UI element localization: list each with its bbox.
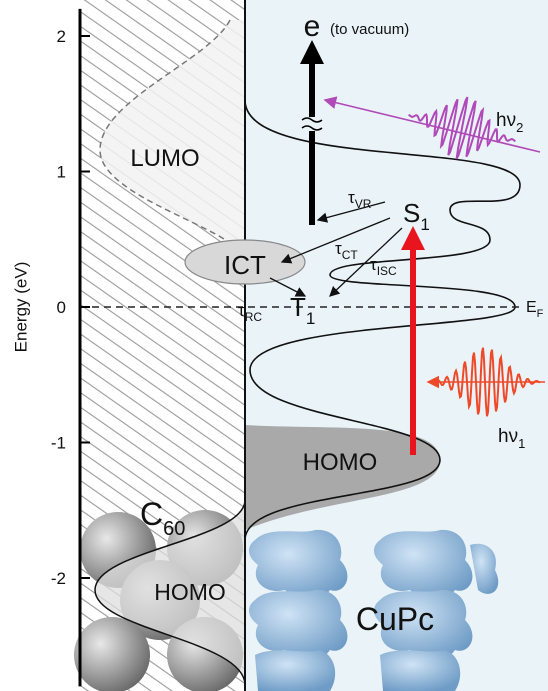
tau-vr-sub: VR	[355, 197, 372, 211]
ict-label: ICT	[224, 250, 266, 280]
tau-isc-sub: ISC	[377, 264, 397, 278]
t1-text: T	[290, 292, 306, 322]
c60-sub: 60	[163, 518, 185, 540]
ef-text: E	[526, 299, 537, 316]
homo-cupc-label: HOMO	[303, 449, 378, 476]
diagram: -2-1012 Energy (eV) e (to vacuum) hν2 LU…	[0, 0, 548, 691]
molecule	[380, 650, 460, 691]
ef-sub: F	[537, 308, 544, 320]
hv1-text: hν	[498, 426, 518, 447]
tau-ct-sub: CT	[342, 248, 359, 262]
tau-rc-sub: RC	[245, 310, 263, 324]
molecule	[255, 650, 335, 691]
electron-label: e	[304, 10, 321, 43]
body: -2-1012 Energy (eV) e (to vacuum) hν2 LU…	[0, 0, 548, 691]
s1-sub: 1	[420, 215, 429, 234]
s1-text: S	[403, 198, 420, 228]
y-tick-label: -1	[51, 434, 66, 453]
y-tick-label: 1	[57, 163, 66, 182]
y-tick-label: 2	[57, 27, 66, 46]
y-tick-label: -2	[51, 569, 66, 588]
page: {"axis": {"label": "Energy (eV)", "ylim"…	[0, 0, 548, 691]
sphere	[74, 617, 150, 691]
c60-text: C	[140, 496, 163, 532]
vacuum-label: (to vacuum)	[330, 21, 409, 38]
y-axis-label: Energy (eV)	[11, 262, 30, 353]
homo-c60-label: HOMO	[154, 579, 226, 605]
hv1-sub: 1	[518, 436, 525, 451]
hv2-sub: 2	[516, 120, 523, 135]
cupc-label: CuPc	[356, 601, 434, 637]
y-tick-label: 0	[57, 298, 66, 317]
hv2-text: hν	[496, 110, 516, 131]
t1-sub: 1	[306, 309, 315, 328]
lumo-label: LUMO	[130, 145, 199, 172]
